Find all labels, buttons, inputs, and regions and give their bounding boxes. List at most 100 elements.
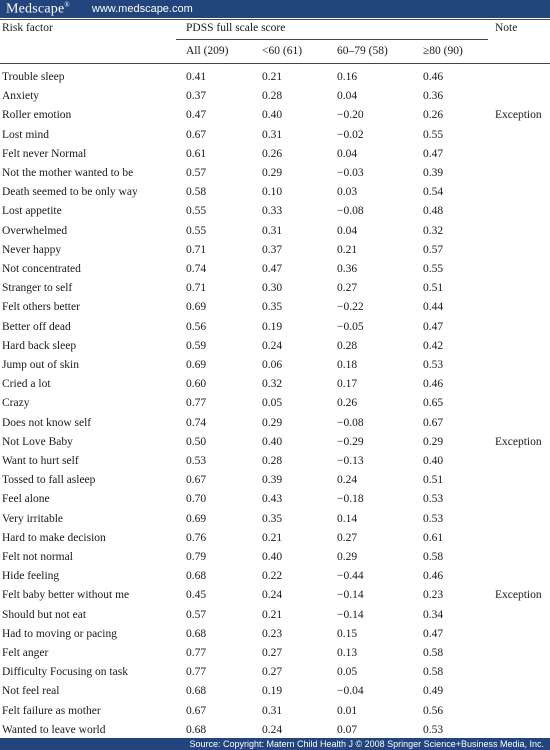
risk-factor-cell: Difficulty Focusing on task — [2, 666, 128, 679]
value-lt60-cell: 0.28 — [262, 455, 283, 467]
value-60-79-cell: 0.03 — [337, 186, 358, 199]
risk-factor-cell: Felt anger — [2, 647, 49, 659]
table-row: Lost mind 0.67 0.31 −0.02 0.55 — [0, 126, 550, 145]
value-ge80-cell: 0.32 — [423, 224, 444, 237]
note-cell: Exception — [495, 435, 542, 448]
value-ge80-cell: 0.47 — [423, 147, 444, 160]
value-lt60-cell: 0.05 — [262, 397, 283, 410]
table-row: Hide feeling 0.68 0.22 −0.44 0.46 — [0, 567, 550, 586]
value-lt60-cell: 0.31 — [262, 704, 283, 717]
value-ge80-cell: 0.46 — [423, 71, 444, 83]
table-row: Felt anger 0.77 0.27 0.13 0.58 — [0, 644, 550, 663]
value-60-79-cell: −0.14 — [337, 608, 364, 621]
value-60-79-cell: −0.03 — [337, 167, 364, 179]
value-60-79-cell: −0.14 — [337, 589, 364, 602]
value-ge80-cell: 0.34 — [423, 608, 444, 621]
value-all-cell: 0.68 — [186, 685, 207, 698]
table-row: Trouble sleep 0.41 0.21 0.16 0.46 — [0, 68, 550, 87]
value-all-cell: 0.77 — [186, 397, 207, 410]
value-60-79-cell: 0.24 — [337, 474, 358, 487]
risk-factor-cell: Lost appetite — [2, 205, 62, 218]
table-row: Does not know self 0.74 0.29 −0.08 0.67 — [0, 414, 550, 433]
value-60-79-cell: 0.27 — [337, 531, 358, 544]
value-ge80-cell: 0.46 — [423, 378, 444, 391]
table-row: Difficulty Focusing on task 0.77 0.27 0.05 0… — [0, 663, 550, 682]
value-lt60-cell: 0.35 — [262, 301, 283, 314]
value-60-79-cell: 0.04 — [337, 147, 358, 160]
table-row: Anxiety 0.37 0.28 0.04 0.36 — [0, 87, 550, 106]
table-row: Roller emotion 0.47 0.40 −0.20 0.26 Exception — [0, 106, 550, 125]
table-row: Cried a lot 0.60 0.32 0.17 0.46 — [0, 375, 550, 394]
value-all-cell: 0.68 — [186, 627, 207, 640]
value-60-79-cell: 0.04 — [337, 90, 358, 103]
sub-header-all: All (209) — [186, 45, 229, 57]
value-lt60-cell: 0.32 — [262, 378, 283, 391]
medscape-logo[interactable]: Medscape® — [6, 0, 70, 17]
value-60-79-cell: −0.20 — [337, 109, 364, 122]
value-ge80-cell: 0.58 — [423, 666, 444, 679]
value-lt60-cell: 0.27 — [262, 647, 283, 659]
value-all-cell: 0.57 — [186, 167, 207, 179]
value-ge80-cell: 0.58 — [423, 551, 444, 563]
table-row: Felt failure as mother 0.67 0.31 0.01 0.56 — [0, 702, 550, 721]
note-cell: Exception — [495, 589, 542, 602]
value-ge80-cell: 0.48 — [423, 205, 444, 218]
risk-factor-cell: Death seemed to be only way — [2, 186, 138, 199]
value-ge80-cell: 0.57 — [423, 243, 444, 256]
value-ge80-cell: 0.67 — [423, 416, 444, 429]
footer-bar: Source: Copyright: Matern Child Health J… — [0, 738, 550, 750]
table-row: Felt others better 0.69 0.35 −0.22 0.44 — [0, 298, 550, 317]
value-60-79-cell: 0.36 — [337, 263, 358, 275]
value-60-79-cell: −0.44 — [337, 570, 364, 583]
value-60-79-cell: 0.04 — [337, 224, 358, 237]
value-lt60-cell: 0.40 — [262, 551, 283, 563]
value-60-79-cell: 0.05 — [337, 666, 358, 679]
value-lt60-cell: 0.22 — [262, 570, 283, 583]
value-all-cell: 0.67 — [186, 704, 207, 717]
value-60-79-cell: −0.02 — [337, 128, 364, 141]
value-60-79-cell: −0.08 — [337, 205, 364, 218]
value-all-cell: 0.45 — [186, 589, 207, 602]
value-ge80-cell: 0.40 — [423, 455, 444, 467]
value-60-79-cell: −0.22 — [337, 301, 364, 314]
risk-factor-cell: Stranger to self — [2, 282, 73, 295]
value-60-79-cell: 0.15 — [337, 627, 358, 640]
risk-factor-cell: Not Love Baby — [2, 435, 73, 448]
site-url[interactable]: www.medscape.com — [91, 3, 193, 15]
risk-factor-cell: Feel alone — [2, 493, 50, 506]
table-row: Should but not eat 0.57 0.21 −0.14 0.34 — [0, 606, 550, 625]
risk-factor-cell: Felt others better — [2, 301, 80, 314]
col-header-note: Note — [495, 22, 518, 34]
value-all-cell: 0.67 — [186, 474, 207, 487]
table-row: Not concentrated 0.74 0.47 0.36 0.55 — [0, 260, 550, 279]
group-header-pdss: PDSS full scale score — [186, 22, 286, 34]
risk-factor-cell: Roller emotion — [2, 109, 72, 122]
table-row: Very irritable 0.69 0.35 0.14 0.53 — [0, 510, 550, 529]
value-60-79-cell: 0.26 — [337, 397, 358, 410]
value-ge80-cell: 0.29 — [423, 435, 444, 448]
risk-factor-cell: Lost mind — [2, 128, 49, 141]
value-60-79-cell: −0.08 — [337, 416, 364, 429]
value-ge80-cell: 0.53 — [423, 359, 444, 371]
value-lt60-cell: 0.33 — [262, 205, 283, 218]
value-all-cell: 0.47 — [186, 109, 207, 122]
value-all-cell: 0.60 — [186, 378, 207, 391]
risk-factor-cell: Felt failure as mother — [2, 704, 101, 717]
table-top-rule — [0, 19, 550, 20]
value-all-cell: 0.53 — [186, 455, 207, 467]
table-row: Want to hurt self 0.53 0.28 −0.13 0.40 — [0, 452, 550, 471]
col-header-risk-factor: Risk factor — [2, 22, 53, 34]
value-ge80-cell: 0.36 — [423, 90, 444, 103]
value-lt60-cell: 0.06 — [262, 359, 283, 371]
risk-factor-cell: Had to moving or pacing — [2, 627, 117, 640]
risk-factor-cell: Hard to make decision — [2, 531, 106, 544]
value-ge80-cell: 0.44 — [423, 301, 444, 314]
value-lt60-cell: 0.28 — [262, 90, 283, 103]
value-ge80-cell: 0.46 — [423, 570, 444, 583]
value-ge80-cell: 0.47 — [423, 320, 444, 333]
value-ge80-cell: 0.26 — [423, 109, 444, 122]
value-ge80-cell: 0.58 — [423, 647, 444, 659]
header-bottom-rule — [0, 63, 550, 64]
value-ge80-cell: 0.54 — [423, 186, 444, 199]
value-all-cell: 0.57 — [186, 608, 207, 621]
